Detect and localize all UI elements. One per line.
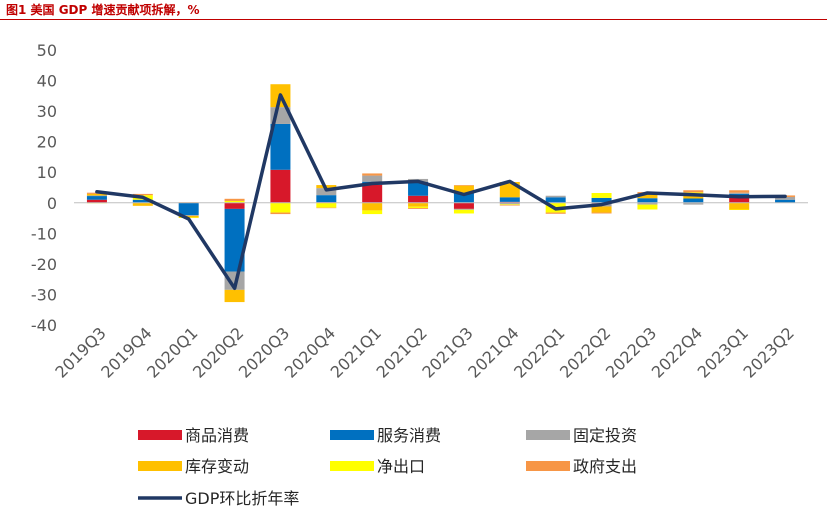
- bar-segment: [224, 208, 245, 272]
- legend-label: GDP环比折年率: [185, 489, 299, 508]
- bar-segment: [499, 204, 520, 205]
- y-tick-label: -10: [31, 224, 57, 243]
- bar-segment: [453, 185, 474, 193]
- bar-segment: [362, 175, 383, 182]
- bar-segment: [453, 208, 474, 210]
- legend-swatch: [526, 461, 570, 471]
- bar-segment: [683, 190, 704, 193]
- bar-segment: [270, 123, 291, 170]
- bar-segment: [545, 197, 566, 203]
- y-tick-label: -40: [31, 316, 57, 335]
- bar-segment: [362, 202, 383, 211]
- bar-segment: [683, 202, 704, 205]
- bar-segment: [132, 199, 153, 203]
- bar-segment: [270, 212, 291, 215]
- bar-segment: [224, 271, 245, 290]
- bar-segment: [729, 190, 750, 193]
- bar-segment: [408, 202, 429, 207]
- legend-label: 固定投资: [573, 426, 637, 445]
- bar-segment: [224, 202, 245, 209]
- legend-label: 库存变动: [185, 457, 249, 476]
- bar-segment: [499, 197, 520, 202]
- bar-segment: [132, 193, 153, 196]
- y-tick-label: 10: [37, 163, 57, 182]
- bar-segment: [729, 197, 750, 203]
- legend-label: 服务消费: [377, 426, 441, 445]
- y-tick-label: 30: [37, 102, 57, 121]
- bar-segment: [591, 212, 612, 214]
- bar-segment: [316, 195, 337, 203]
- bar-segment: [178, 215, 199, 218]
- bar-segment: [86, 196, 107, 200]
- bar-segment: [591, 193, 612, 198]
- figure-title: 图1 美国 GDP 增速贡献项拆解，%: [6, 3, 200, 17]
- bar-segment: [408, 206, 429, 208]
- y-tick-label: -20: [31, 255, 57, 274]
- bar-segment: [637, 204, 658, 210]
- bar-segment: [362, 173, 383, 176]
- bar-segment: [637, 198, 658, 203]
- bar-segment: [729, 209, 750, 210]
- bar-segment: [408, 195, 429, 203]
- bar-segment: [362, 184, 383, 203]
- bar-segment: [453, 193, 474, 203]
- gdp-line: [95, 93, 787, 291]
- legend-swatch: [138, 461, 182, 471]
- bar-segment: [637, 193, 658, 199]
- legend-swatch: [526, 430, 570, 440]
- bar-segment: [178, 215, 199, 216]
- bar-segment: [637, 203, 658, 205]
- legend-label: 商品消费: [185, 426, 249, 445]
- y-tick-label: -30: [31, 285, 57, 304]
- bar-segment: [453, 185, 474, 186]
- bar-segment: [729, 202, 750, 210]
- bar-segment: [545, 195, 566, 198]
- title-rule: [0, 19, 827, 20]
- bar-segment: [316, 202, 337, 208]
- bar-segment: [86, 199, 107, 203]
- y-tick-label: 40: [37, 72, 57, 91]
- bar-segment: [775, 199, 796, 203]
- legend-label: 净出口: [377, 457, 425, 476]
- bar-segment: [224, 200, 245, 203]
- bar-segment: [683, 198, 704, 203]
- bar-segment: [591, 197, 612, 203]
- y-tick-label: 20: [37, 133, 57, 152]
- bar-segment: [224, 289, 245, 303]
- bar-segment: [591, 206, 612, 213]
- bar-segment: [362, 210, 383, 215]
- bar-segment: [775, 196, 796, 200]
- bar-segment: [316, 207, 337, 209]
- x-tick-label: 2023Q2: [740, 323, 798, 381]
- legend-label: 政府支出: [573, 457, 637, 476]
- bar-segment: [453, 209, 474, 214]
- bar-segment: [453, 202, 474, 209]
- legend-swatch: [330, 430, 374, 440]
- legend-swatch: [330, 461, 374, 471]
- y-tick-label: 0: [47, 194, 57, 213]
- bar-segment: [224, 198, 245, 201]
- y-tick-label: 50: [37, 41, 57, 60]
- bar-segment: [178, 202, 199, 215]
- bar-segment: [408, 207, 429, 209]
- bar-segment: [270, 169, 291, 203]
- bar-segment: [729, 192, 750, 194]
- bar-segment: [86, 193, 107, 196]
- plot-area: -40-30-20-10010203040502019Q32019Q42020Q…: [31, 41, 808, 382]
- bar-segment: [408, 182, 429, 196]
- bar-segment: [499, 202, 520, 205]
- bar-segment: [499, 204, 520, 206]
- bar-segment: [132, 202, 153, 206]
- bar-segment: [270, 202, 291, 213]
- legend-swatch: [138, 430, 182, 440]
- bar-segment: [86, 195, 107, 197]
- bar-segment: [545, 212, 566, 214]
